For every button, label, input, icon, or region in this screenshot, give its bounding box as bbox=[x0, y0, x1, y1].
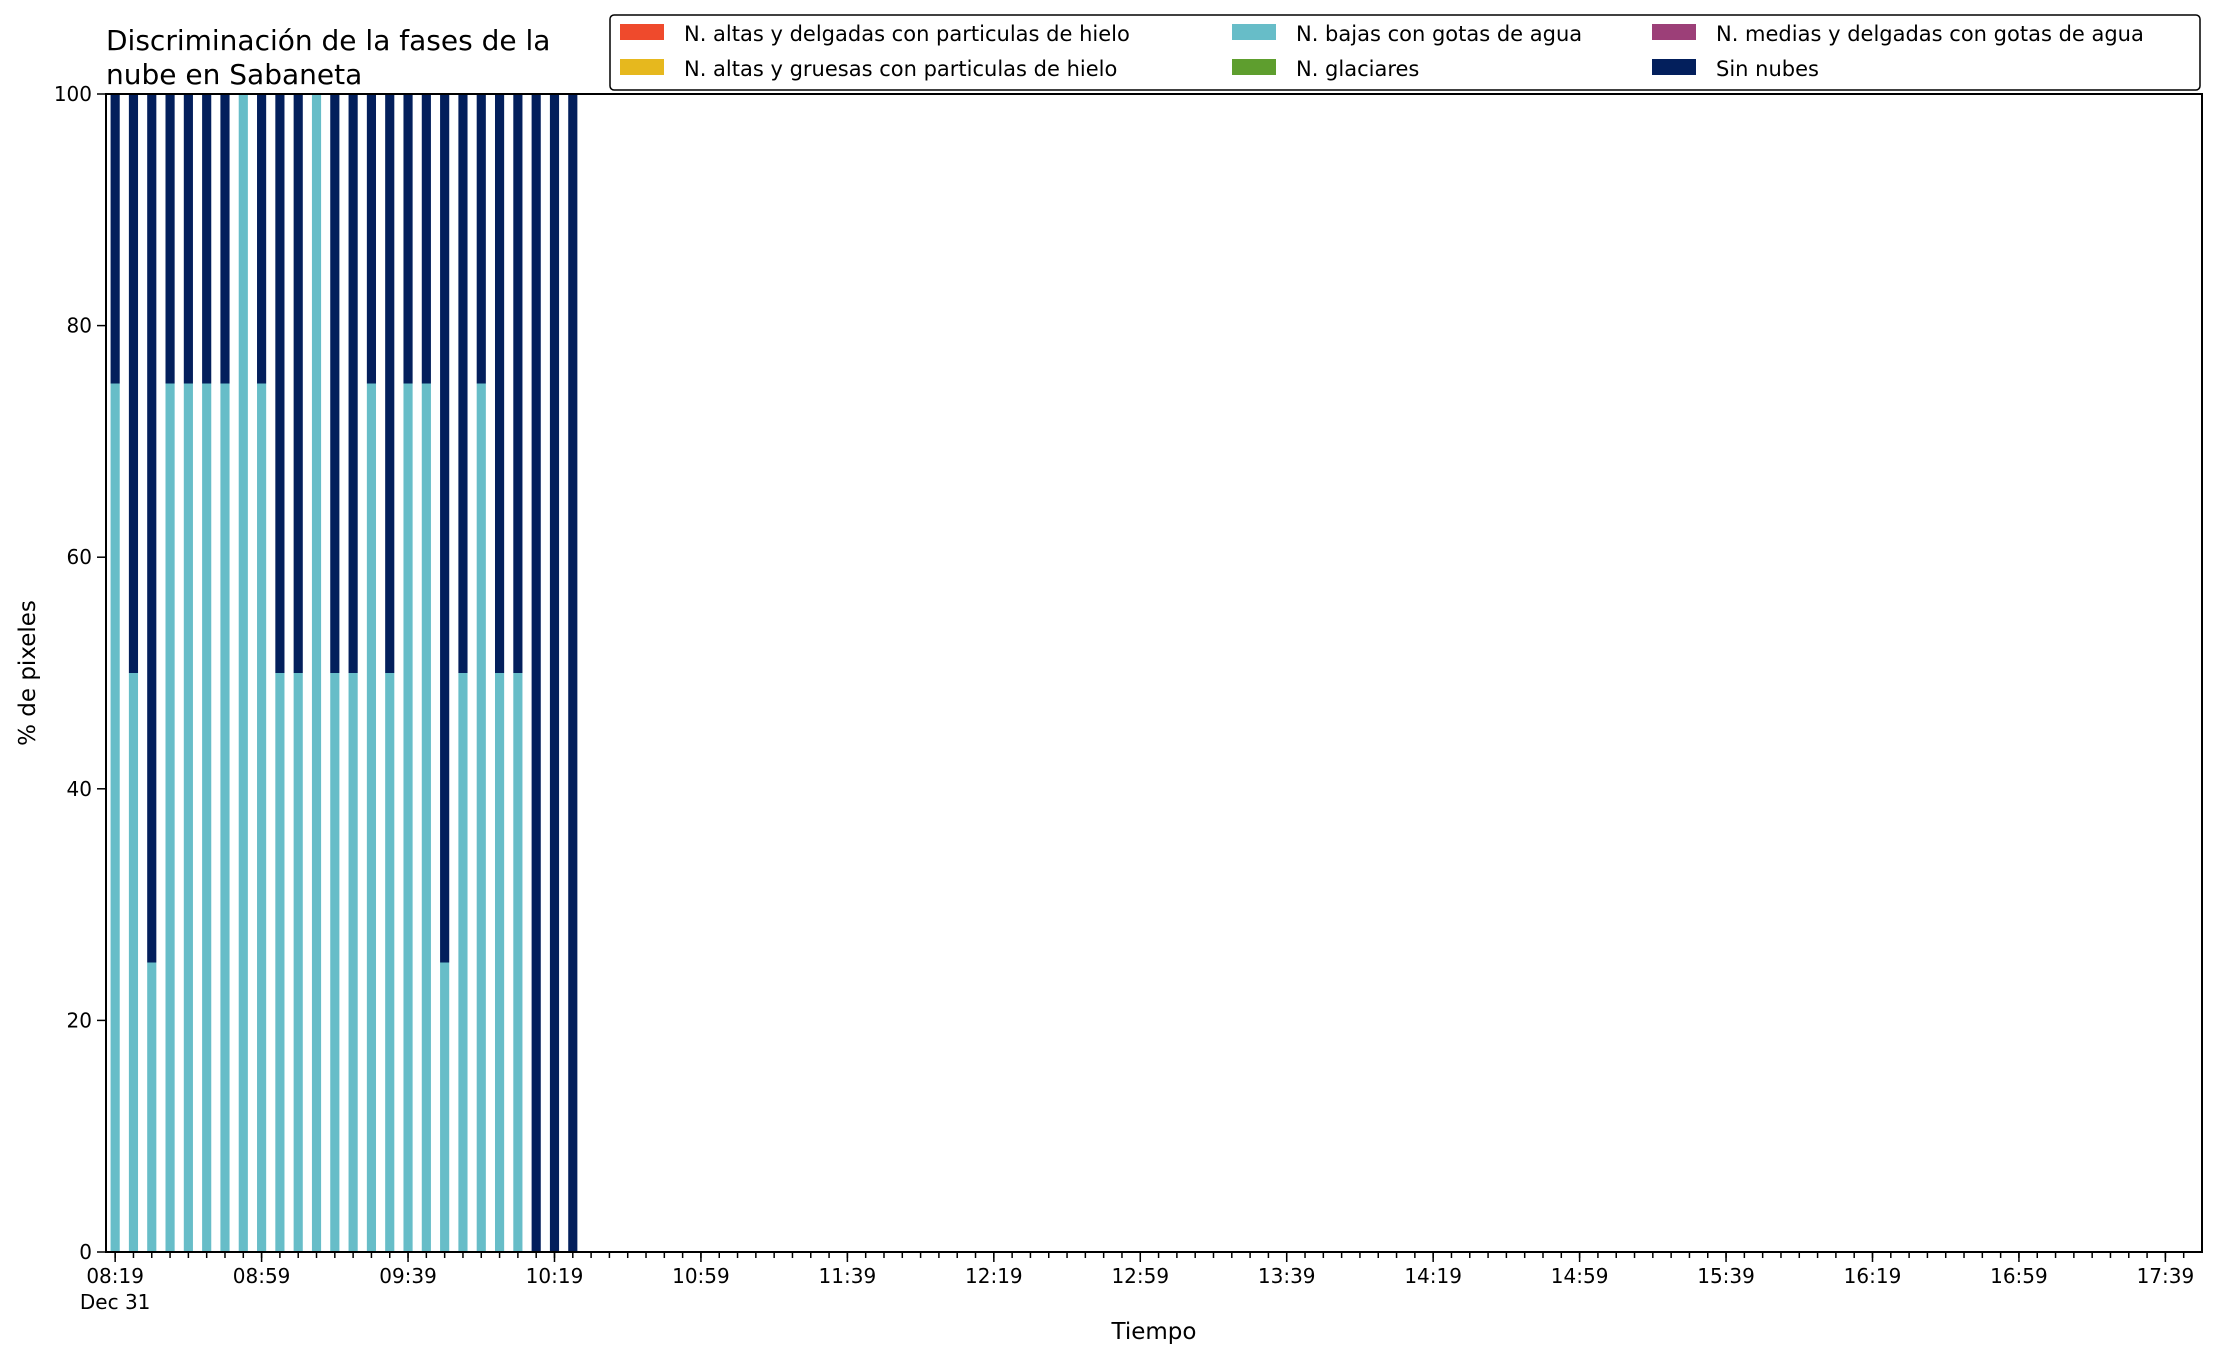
legend-label-0: N. altas y delgadas con particulas de hi… bbox=[684, 22, 1130, 46]
legend: N. altas y delgadas con particulas de hi… bbox=[609, 14, 2201, 91]
bar-segment-5-21 bbox=[494, 94, 505, 673]
bar-segment-5-1 bbox=[128, 94, 139, 673]
bar-segment-2-15 bbox=[385, 673, 395, 1252]
bar-segment-5-9 bbox=[275, 94, 285, 673]
bar-segment-5-5 bbox=[202, 94, 212, 384]
chart-title-line: nube en Sabaneta bbox=[106, 58, 362, 91]
y-tick-label: 40 bbox=[67, 777, 92, 801]
bar-segment-2-17 bbox=[421, 383, 431, 1252]
y-tick-label: 60 bbox=[67, 545, 92, 569]
bar-segment-2-12 bbox=[330, 673, 340, 1252]
x-tick-label: 12:19 bbox=[965, 1264, 1023, 1288]
x-tick-label: 08:19 bbox=[86, 1264, 144, 1288]
x-tick-label: 14:19 bbox=[1404, 1264, 1462, 1288]
bar-segment-2-0 bbox=[110, 383, 120, 1252]
bar-segment-2-11 bbox=[311, 94, 322, 1252]
legend-label-5: Sin nubes bbox=[1716, 57, 1819, 81]
x-axis-label: Tiempo bbox=[1111, 1319, 1197, 1345]
bar-segment-5-22 bbox=[513, 94, 523, 673]
bar-segment-2-10 bbox=[293, 673, 303, 1252]
bar-segment-2-1 bbox=[128, 673, 139, 1252]
legend-label-2: N. bajas con gotas de agua bbox=[1296, 22, 1582, 46]
bar-segment-5-19 bbox=[458, 94, 468, 673]
legend-frame bbox=[609, 14, 2201, 91]
bar-segment-2-19 bbox=[458, 673, 468, 1252]
bar-segment-5-12 bbox=[330, 94, 340, 673]
chart-title: Discriminación de la fases de la nube en … bbox=[106, 24, 550, 91]
x-date-label: Dec 31 bbox=[80, 1290, 151, 1314]
legend-label-4: N. medias y delgadas con gotas de agua bbox=[1716, 22, 2144, 46]
bar-segment-5-17 bbox=[421, 94, 431, 384]
bar-segment-5-0 bbox=[110, 94, 120, 384]
bar-segment-2-16 bbox=[403, 383, 413, 1252]
legend-swatch-2 bbox=[1232, 24, 1276, 40]
bar-segment-2-2 bbox=[147, 962, 157, 1252]
x-tick-label: 17:39 bbox=[2137, 1264, 2195, 1288]
bar-segment-2-3 bbox=[165, 383, 175, 1252]
x-tick-label: 16:19 bbox=[1844, 1264, 1902, 1288]
legend-label-1: N. altas y gruesas con particulas de hie… bbox=[684, 57, 1117, 81]
y-tick-label: 0 bbox=[79, 1240, 92, 1264]
bar-segment-2-20 bbox=[476, 383, 486, 1252]
legend-swatch-4 bbox=[1652, 24, 1696, 40]
bar-segment-5-15 bbox=[385, 94, 395, 673]
y-tick-label: 100 bbox=[54, 82, 92, 106]
bars-layer bbox=[110, 94, 578, 1252]
legend-swatch-3 bbox=[1232, 59, 1276, 75]
y-tick-label: 20 bbox=[67, 1008, 92, 1032]
plot-frame bbox=[105, 93, 2203, 1253]
bar-segment-5-14 bbox=[366, 94, 377, 384]
x-tick-label: 16:59 bbox=[1990, 1264, 2048, 1288]
bar-segment-2-4 bbox=[183, 383, 193, 1252]
bar-segment-2-18 bbox=[440, 962, 450, 1252]
x-tick-label: 12:59 bbox=[1111, 1264, 1169, 1288]
bar-segment-5-13 bbox=[348, 94, 358, 673]
bar-segment-5-23 bbox=[531, 94, 541, 1252]
bar-segment-5-20 bbox=[476, 94, 486, 384]
bar-segment-2-6 bbox=[220, 383, 230, 1252]
bar-segment-5-3 bbox=[165, 94, 175, 384]
bar-segment-5-16 bbox=[403, 94, 413, 384]
bar-segment-5-8 bbox=[257, 94, 267, 384]
legend-swatch-1 bbox=[620, 59, 664, 75]
legend-swatch-5 bbox=[1652, 59, 1696, 75]
bar-segment-5-2 bbox=[147, 94, 157, 963]
x-tick-label: 15:39 bbox=[1697, 1264, 1755, 1288]
bar-segment-5-18 bbox=[440, 94, 450, 963]
legend-label-3: N. glaciares bbox=[1296, 57, 1419, 81]
x-tick-label: 11:39 bbox=[819, 1264, 877, 1288]
bar-segment-5-10 bbox=[293, 94, 303, 673]
bar-segment-2-22 bbox=[513, 673, 523, 1252]
legend-swatch-0 bbox=[620, 24, 664, 40]
bar-segment-5-6 bbox=[220, 94, 230, 384]
bar-segment-2-9 bbox=[275, 673, 285, 1252]
bar-segment-5-4 bbox=[183, 94, 193, 384]
axes-layer: 0 20 40 60 80 100 08:19 08:59 09:39 10:19 10:59 11:… bbox=[54, 82, 2194, 1314]
bar-segment-2-21 bbox=[494, 673, 505, 1252]
bar-segment-2-7 bbox=[238, 94, 248, 1252]
bar-segment-5-25 bbox=[568, 94, 578, 1252]
bar-segment-2-5 bbox=[202, 383, 212, 1252]
bar-segment-2-14 bbox=[366, 383, 377, 1252]
x-tick-label: 10:59 bbox=[672, 1264, 730, 1288]
y-tick-label: 80 bbox=[67, 314, 92, 338]
x-tick-label: 13:39 bbox=[1258, 1264, 1316, 1288]
x-tick-label: 08:59 bbox=[233, 1264, 291, 1288]
x-tick-label: 10:19 bbox=[526, 1264, 584, 1288]
bar-segment-2-13 bbox=[348, 673, 358, 1252]
bar-segment-2-8 bbox=[257, 383, 267, 1252]
chart-title-line: Discriminación de la fases de la bbox=[106, 24, 550, 57]
x-tick-label: 09:39 bbox=[379, 1264, 437, 1288]
x-tick-label: 14:59 bbox=[1551, 1264, 1609, 1288]
bar-segment-5-24 bbox=[549, 94, 560, 1252]
y-axis-label: % de pixeles bbox=[15, 600, 41, 746]
